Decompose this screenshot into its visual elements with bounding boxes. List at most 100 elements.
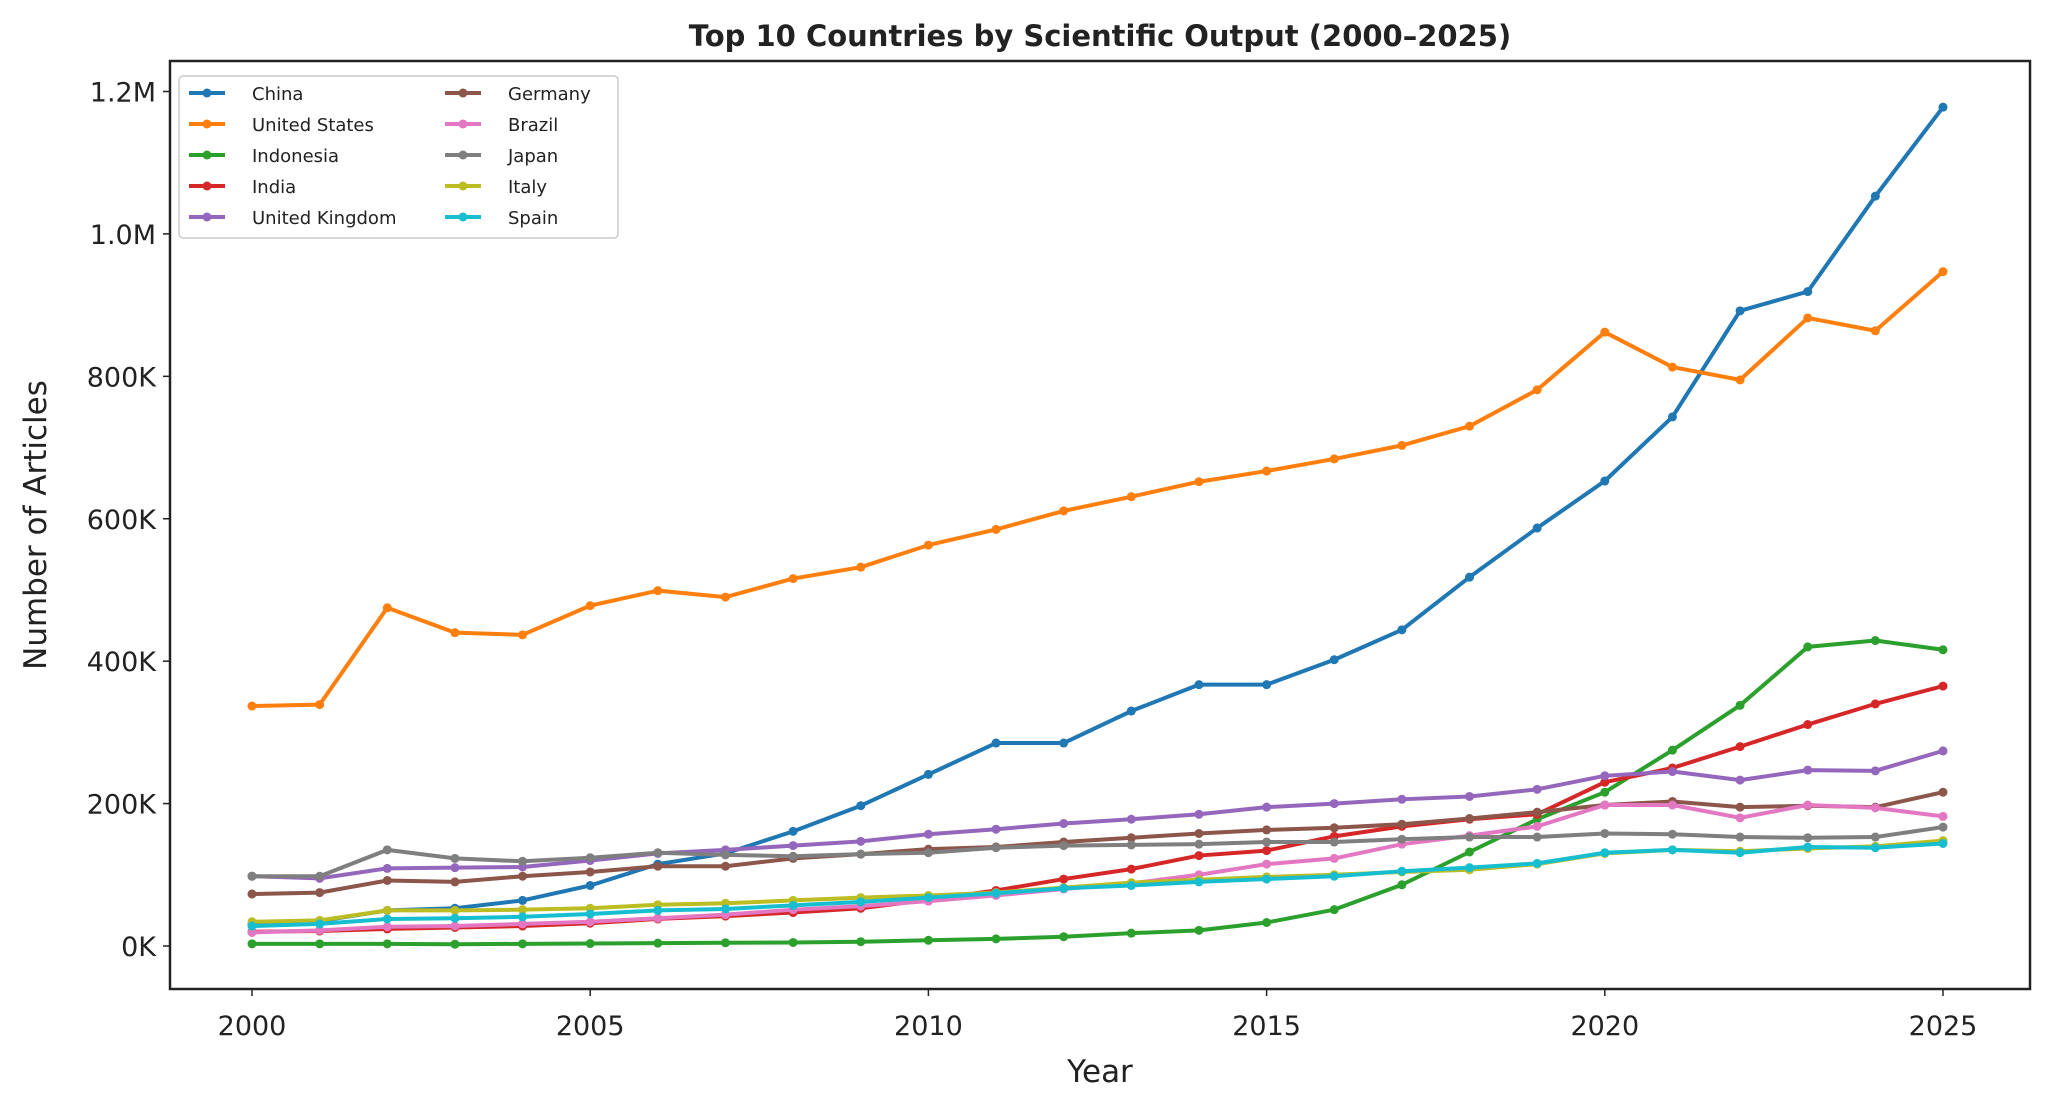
data-point (1194, 839, 1204, 849)
data-point (247, 927, 257, 937)
data-point (1126, 814, 1136, 824)
data-point (1262, 918, 1272, 928)
data-point (923, 829, 933, 839)
data-point (1803, 287, 1813, 297)
data-point (1735, 802, 1745, 812)
data-point (585, 909, 595, 919)
data-point (450, 877, 460, 887)
data-point (1938, 746, 1948, 756)
data-point (1059, 874, 1069, 884)
data-point (1397, 794, 1407, 804)
legend-label: India (252, 177, 296, 198)
data-point (1870, 766, 1880, 776)
data-point (1667, 829, 1677, 839)
data-point (1465, 791, 1475, 801)
data-point (1938, 681, 1948, 691)
data-point (1735, 375, 1745, 385)
data-point (382, 914, 392, 924)
data-point (1735, 700, 1745, 710)
data-point (382, 905, 392, 915)
data-point (1465, 863, 1475, 873)
data-point (315, 919, 325, 929)
data-point (1735, 742, 1745, 752)
data-point (1397, 819, 1407, 829)
data-point (1262, 680, 1272, 690)
x-tick-label: 2010 (894, 1011, 963, 1042)
y-tick-label: 600K (87, 505, 158, 536)
data-point (450, 905, 460, 915)
data-point (1397, 834, 1407, 844)
legend: China United States Indonesia India United K… (178, 75, 619, 239)
data-point (1059, 819, 1069, 829)
data-point (1126, 833, 1136, 843)
data-point (1938, 787, 1948, 797)
y-tick-label: 0K (121, 932, 157, 963)
legend-marker (202, 119, 212, 129)
data-point (247, 889, 257, 899)
data-point (1803, 800, 1813, 810)
data-point (1803, 720, 1813, 730)
data-point (1667, 767, 1677, 777)
data-point (1803, 765, 1813, 775)
data-point (1600, 777, 1610, 787)
data-point (653, 913, 663, 923)
series-line (251, 748, 1944, 881)
data-point (450, 853, 460, 863)
data-point (1938, 102, 1948, 112)
data-point (1735, 306, 1745, 316)
legend-item: India (189, 177, 296, 198)
data-point (518, 905, 528, 915)
data-point (1735, 848, 1745, 858)
legend-item: Italy (445, 177, 547, 198)
data-point (585, 601, 595, 611)
data-point (518, 912, 528, 922)
data-point (1465, 421, 1475, 431)
data-point (1329, 655, 1339, 665)
series-united-states (247, 267, 1948, 711)
data-point (1194, 828, 1204, 838)
data-point (991, 738, 1001, 748)
data-point (991, 824, 1001, 834)
data-point (585, 880, 595, 890)
data-point (1532, 858, 1542, 868)
data-point (1870, 832, 1880, 842)
data-point (653, 848, 663, 858)
data-point (315, 871, 325, 881)
data-point (923, 893, 933, 903)
data-point (1532, 807, 1542, 817)
series-spain (247, 838, 1948, 931)
data-point (315, 939, 325, 949)
data-point (1397, 866, 1407, 876)
data-point (518, 895, 528, 905)
data-point (450, 921, 460, 931)
chart-title: Top 10 Countries by Scientific Output (2… (689, 19, 1511, 53)
data-point (1870, 191, 1880, 201)
legend-label: Japan (507, 146, 558, 167)
series-line (251, 105, 1945, 927)
data-point (1059, 738, 1069, 748)
legend-marker (202, 181, 212, 191)
data-point (720, 850, 730, 860)
data-point (653, 586, 663, 596)
data-point (1600, 476, 1610, 486)
data-point (1938, 645, 1948, 655)
data-point (450, 863, 460, 873)
data-point (1735, 832, 1745, 842)
y-tick-label: 200K (87, 790, 158, 821)
data-point (382, 845, 392, 855)
data-point (1126, 864, 1136, 874)
data-point (1194, 477, 1204, 487)
data-point (1262, 466, 1272, 476)
data-point (1059, 506, 1069, 516)
data-point (1803, 842, 1813, 852)
data-point (991, 843, 1001, 853)
data-point (720, 592, 730, 602)
data-point (788, 937, 798, 947)
data-point (1126, 706, 1136, 716)
data-point (1870, 803, 1880, 813)
legend-marker (202, 150, 212, 160)
x-tick-label: 2015 (1232, 1011, 1301, 1042)
legend-marker (458, 119, 468, 129)
data-point (1870, 636, 1880, 646)
data-point (1329, 799, 1339, 809)
